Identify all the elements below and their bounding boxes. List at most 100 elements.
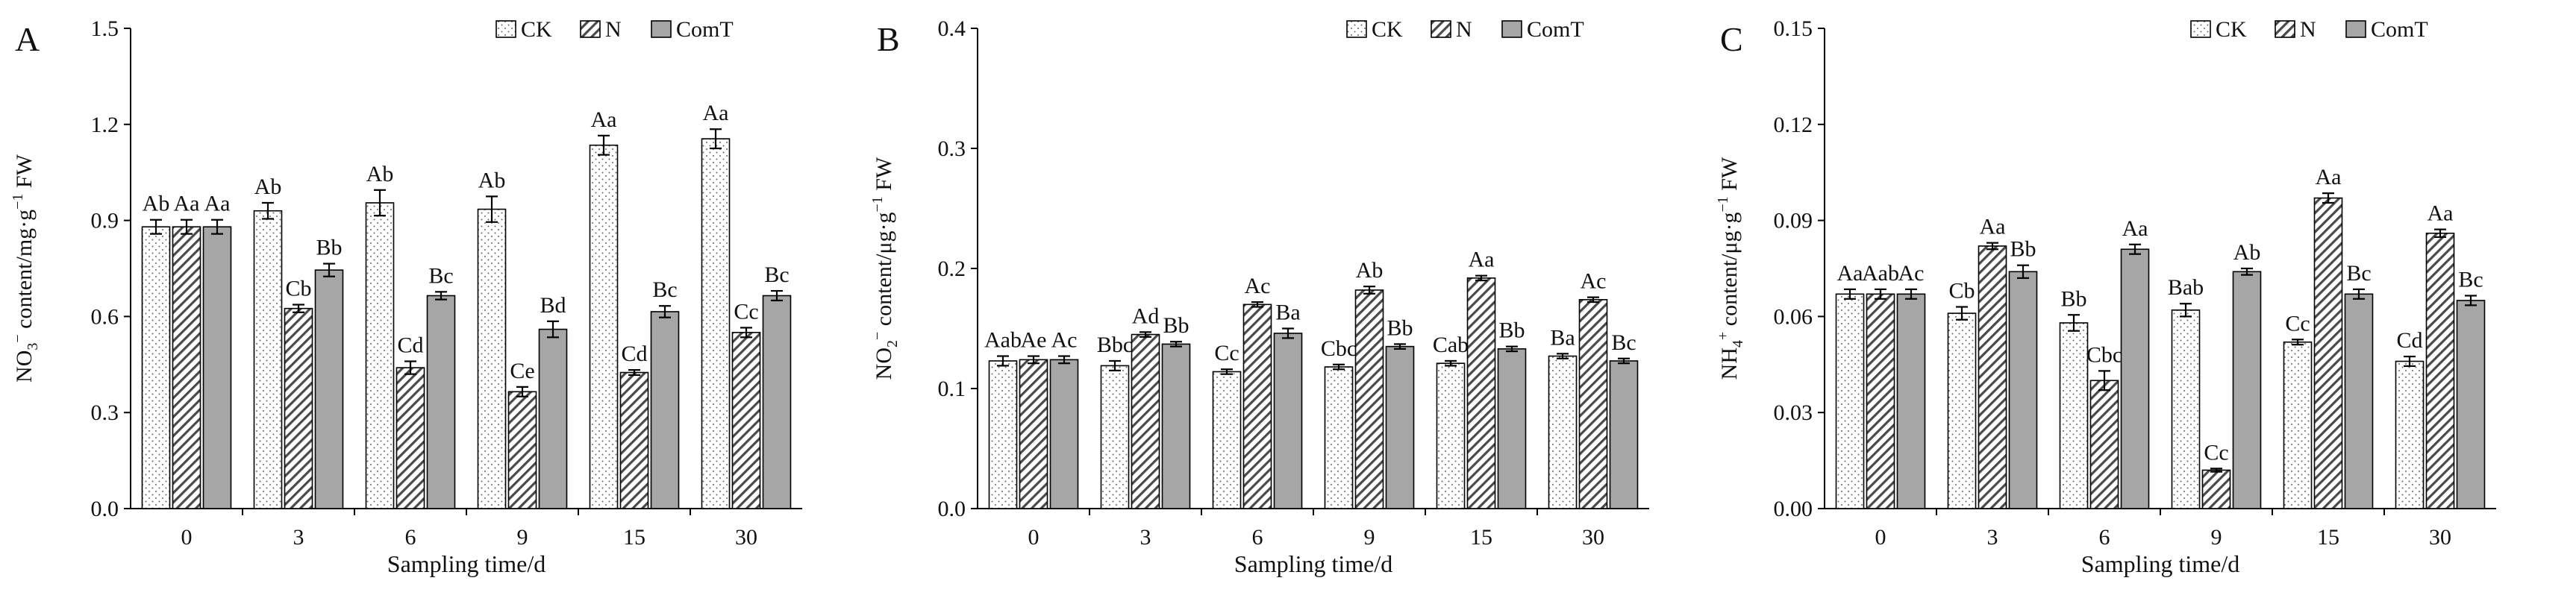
legend: CK N ComT: [2190, 17, 2428, 42]
significance-label: Cc: [734, 299, 758, 324]
legend-label-n: N: [1456, 17, 1472, 42]
x-tick-label: 15: [1470, 525, 1492, 550]
legend-label-n: N: [2300, 17, 2316, 42]
bar-comt-3: [2008, 271, 2038, 509]
bar-ck-6: [1212, 371, 1242, 509]
y-tick-label: 1.2: [91, 113, 119, 137]
legend-label-n: N: [605, 17, 622, 42]
chart-panel-c: C 0.00 0.03 0.06 0.09 0.12 0.15 NH4+ content/μg…: [1715, 16, 2496, 577]
significance-label: Aa: [2316, 165, 2342, 189]
x-tick-label: 3: [1140, 525, 1151, 550]
bar-ck-9: [2171, 309, 2201, 509]
bar-n-3: [284, 307, 313, 509]
significance-label: Aa: [591, 107, 617, 132]
bar-comt-30: [762, 295, 792, 509]
bar-comt-9: [2232, 271, 2262, 509]
bar-n-30: [2425, 232, 2455, 509]
legend: CK N ComT: [495, 17, 734, 42]
significance-label: Aa: [204, 192, 231, 216]
significance-label: Bc: [652, 277, 677, 302]
bar-n-15: [619, 371, 649, 509]
significance-label: Ac: [1051, 328, 1078, 353]
bar-n-6: [2089, 380, 2119, 509]
bar-ck-3: [1947, 312, 1977, 509]
significance-label: Ab: [254, 174, 282, 199]
significance-label: Cc: [1214, 341, 1239, 365]
bar-n-9: [2201, 469, 2231, 509]
panel-label: C: [1720, 20, 1743, 58]
x-tick-label: 15: [2317, 525, 2339, 550]
bar-ck-15: [1436, 362, 1466, 509]
bar-comt-15: [650, 311, 680, 509]
legend-label-comt: ComT: [2371, 17, 2428, 42]
x-tick-label: 3: [293, 525, 304, 550]
y-tick-label: 0.4: [938, 16, 966, 41]
y-tick-label: 0.3: [938, 136, 966, 161]
bar-ck-9: [1324, 366, 1354, 509]
bar-comt-0: [1896, 293, 1926, 509]
x-tick-label: 9: [517, 525, 528, 550]
significance-label: Ab: [2233, 240, 2261, 265]
x-tick-label: 15: [623, 525, 645, 550]
x-tick-label: 0: [181, 525, 193, 550]
significance-label: Aa: [1837, 261, 1863, 286]
bar-ck-30: [2395, 360, 2425, 509]
y-tick-label: 0.2: [938, 257, 966, 281]
y-tick-label: 0.00: [1774, 497, 1813, 521]
significance-label: Aa: [174, 192, 200, 216]
y-tick-label: 0.0: [91, 497, 119, 521]
bar-ck-30: [1548, 355, 1578, 509]
bar-n-15: [1466, 277, 1496, 509]
y-tick-label: 0.12: [1774, 113, 1813, 137]
significance-label: Bab: [2168, 275, 2204, 300]
bar-ck-3: [1100, 365, 1130, 509]
y-axis-label: NO3− content/mg·g−1 FW: [10, 154, 41, 383]
significance-label: Ac: [1898, 261, 1925, 286]
y-tick-label: 1.5: [91, 16, 119, 41]
chart-panel-b: B 0.0 0.1 0.2 0.3 0.4 NO2− content/μg·g−1 FW 0 A…: [869, 16, 1649, 577]
significance-label: Cc: [2204, 440, 2228, 465]
significance-label: Bb: [2060, 286, 2086, 311]
bar-n-0: [172, 226, 201, 509]
significance-label: Cd: [621, 342, 647, 366]
bar-comt-30: [2456, 300, 2486, 509]
significance-label: Cd: [2396, 328, 2422, 353]
bar-comt-30: [1609, 360, 1639, 509]
legend-label-ck: CK: [2216, 17, 2247, 42]
x-tick-label: 6: [405, 525, 416, 550]
significance-label: Cbc: [1321, 336, 1357, 361]
x-tick-label: 30: [735, 525, 757, 550]
x-tick-label: 0: [1028, 525, 1040, 550]
x-tick-label: 6: [1252, 525, 1263, 550]
legend-swatch-ck: [2190, 20, 2211, 38]
legend-swatch-n: [2275, 20, 2295, 38]
x-tick-label: 30: [2429, 525, 2451, 550]
significance-label: Cab: [1433, 333, 1469, 357]
bar-ck-6: [2059, 322, 2089, 509]
x-tick-label: 0: [1875, 525, 1886, 550]
legend-label-comt: ComT: [676, 17, 734, 42]
significance-label: Aab: [1862, 261, 1899, 286]
legend-swatch-comt: [1501, 20, 1522, 38]
y-axis-label: NH4+ content/μg·g−1 FW: [1715, 157, 1746, 380]
significance-label: Ac: [1581, 269, 1607, 294]
x-tick-label: 9: [2211, 525, 2222, 550]
significance-label: Cb: [285, 277, 311, 301]
legend: CK N ComT: [1346, 17, 1584, 42]
significance-label: Cc: [2285, 311, 2310, 336]
bar-comt-6: [426, 295, 456, 509]
panel-label: B: [877, 20, 900, 58]
bar-comt-3: [314, 269, 344, 509]
bar-n-9: [507, 391, 537, 509]
bar-n-6: [396, 367, 425, 509]
significance-label: Cb: [1948, 279, 1975, 304]
significance-label: Ce: [510, 359, 534, 383]
significance-label: Bc: [2458, 267, 2483, 292]
y-tick-label: 0.9: [91, 209, 119, 233]
significance-label: Aa: [1980, 215, 2006, 239]
bar-comt-9: [1385, 345, 1415, 509]
bar-n-0: [1866, 293, 1895, 509]
significance-label: Ac: [1245, 274, 1271, 298]
y-tick-label: 0.0: [938, 497, 966, 521]
